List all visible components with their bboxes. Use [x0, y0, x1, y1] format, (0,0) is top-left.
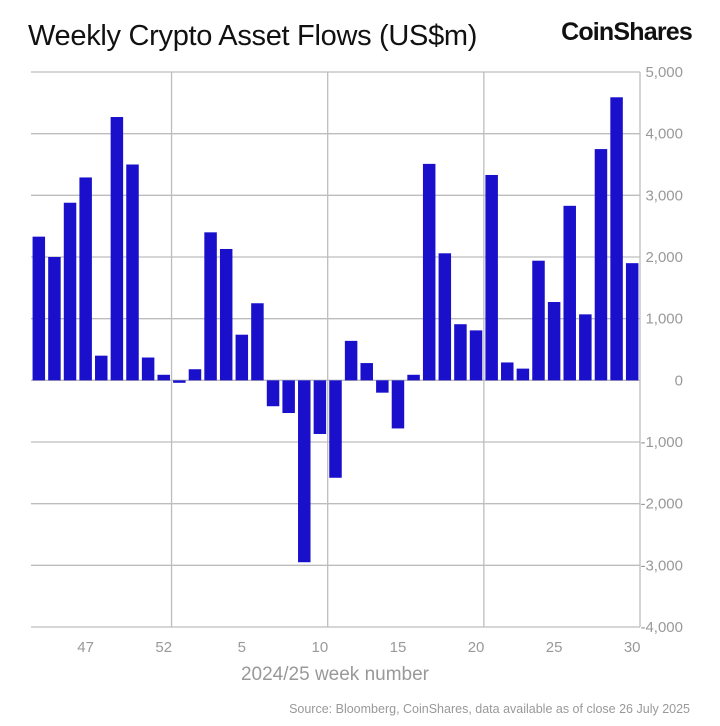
bars	[32, 97, 639, 563]
bar-week-27	[579, 314, 592, 381]
x-tick-label: 15	[390, 639, 407, 656]
bar-week-21	[485, 174, 498, 381]
bar-week-4	[219, 248, 233, 381]
bar-week-52	[157, 374, 170, 381]
x-tick-label: 52	[155, 639, 172, 656]
y-axis-ticks: 5,000 4,000 3,000 2,000 1,000 0 -1,000 -2,000 -3…	[640, 64, 683, 636]
y-tick-label: 2,000	[645, 249, 683, 266]
bar-week-5	[235, 334, 249, 381]
x-axis-ticks: 47 52 5 10 15 20 25 30	[77, 639, 640, 656]
bar-week-49	[110, 117, 124, 381]
bar-week-2	[188, 369, 202, 381]
bar-week-18	[438, 253, 452, 381]
source-note: Source: Bloomberg, CoinShares, data avai…	[289, 702, 690, 716]
bar-week-23	[516, 368, 530, 381]
x-axis-label: 2024/25 week number	[241, 664, 430, 685]
bar-week-8	[282, 380, 295, 414]
y-tick-label: -3,000	[640, 557, 683, 574]
bar-week-20	[469, 330, 483, 381]
bar-week-15	[391, 380, 405, 429]
bar-week-17	[422, 163, 436, 381]
x-tick-label: 30	[624, 639, 641, 656]
chart-title: Weekly Crypto Asset Flows (US$m)	[28, 20, 478, 52]
bar-week-6	[251, 303, 264, 381]
x-tick-label: 5	[238, 639, 246, 656]
bar-week-19	[454, 324, 467, 381]
bar-week-12	[344, 340, 358, 381]
bar-week-13	[360, 363, 373, 381]
bar-week-44	[32, 236, 46, 381]
bar-week-48	[95, 355, 108, 381]
bar-week-26	[563, 205, 576, 381]
bar-week-51	[141, 357, 155, 381]
bar-week-50	[126, 164, 139, 381]
bar-week-14	[376, 380, 389, 393]
y-tick-label: -2,000	[640, 496, 683, 513]
y-tick-label: 5,000	[645, 64, 683, 81]
bar-week-24	[532, 260, 545, 381]
bar-week-1	[173, 380, 186, 383]
x-tick-label: 10	[312, 639, 329, 656]
bar-week-16	[407, 374, 420, 381]
y-tick-label: -1,000	[640, 434, 683, 451]
y-tick-label: 4,000	[645, 126, 683, 143]
x-tick-label: 47	[77, 639, 94, 656]
bar-week-11	[329, 380, 342, 478]
coinshares-logo: CoinShares	[561, 18, 693, 46]
x-tick-label: 25	[546, 639, 563, 656]
y-tick-label: 0	[675, 372, 683, 389]
bar-week-45	[48, 257, 61, 381]
bar-week-46	[63, 202, 77, 381]
bar-week-47	[79, 177, 92, 381]
bar-week-10	[313, 380, 327, 434]
bar-week-28	[594, 149, 608, 381]
bar-week-7	[266, 380, 280, 407]
bar-week-22	[501, 362, 514, 381]
x-tick-label: 20	[468, 639, 485, 656]
bar-week-3	[204, 232, 217, 381]
y-tick-label: 3,000	[645, 187, 683, 204]
bar-week-25	[547, 302, 561, 381]
y-tick-label: 1,000	[645, 311, 683, 328]
bar-week-29	[610, 97, 623, 381]
y-tick-label: -4,000	[640, 619, 683, 636]
bar-week-9	[298, 380, 311, 563]
bar-week-30	[625, 263, 639, 381]
